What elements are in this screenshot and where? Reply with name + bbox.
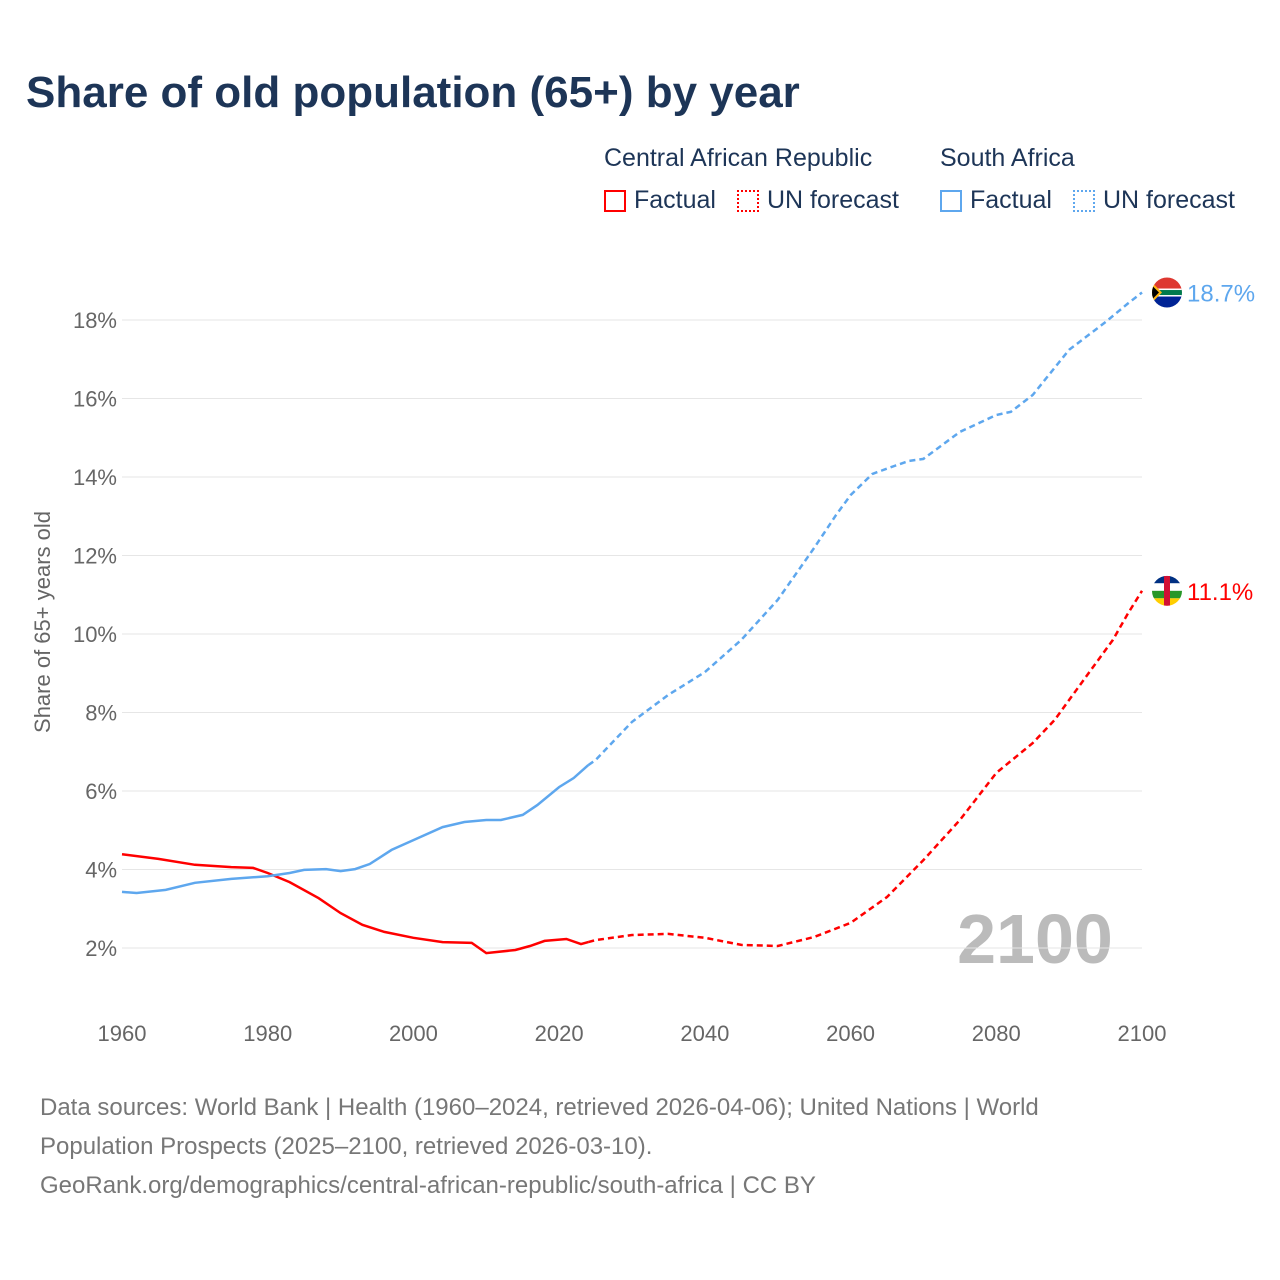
y-axis-label: Share of 65+ years old — [30, 511, 55, 733]
end-value-label: 11.1% — [1187, 579, 1253, 606]
x-tick-label: 1960 — [98, 1021, 147, 1046]
legend-group-sa: South Africa — [940, 144, 1075, 172]
end-value-label: 18.7% — [1187, 281, 1255, 308]
legend-sa-factual[interactable]: Factual — [940, 186, 1052, 215]
series-line-forecast — [587, 291, 1143, 767]
chart-title: Share of old population (65+) by year — [26, 68, 800, 117]
series-line-factual — [121, 852, 589, 955]
legend-label: Factual — [970, 186, 1052, 214]
series-line-forecast — [587, 590, 1144, 948]
y-tick-label: 2% — [85, 936, 117, 961]
south-africa-flag-icon — [1152, 277, 1182, 308]
legend-sa-forecast[interactable]: UN forecast — [1073, 186, 1235, 215]
legend-label: UN forecast — [1103, 186, 1235, 214]
legend-group-car: Central African Republic — [604, 144, 873, 172]
y-tick-label: 4% — [85, 858, 117, 883]
y-tick-label: 6% — [85, 779, 117, 804]
swatch-icon — [737, 190, 759, 212]
swatch-icon — [1073, 190, 1095, 212]
source-text: Data sources: World Bank | Health (1960–… — [40, 1094, 1039, 1121]
y-tick-label: 14% — [73, 465, 117, 490]
x-tick-label: 2020 — [535, 1021, 584, 1046]
year-watermark: 2100 — [957, 900, 1113, 978]
x-tick-label: 1980 — [243, 1021, 292, 1046]
legend-car-factual[interactable]: Factual — [604, 186, 716, 215]
y-tick-label: 12% — [73, 544, 117, 569]
x-tick-label: 2000 — [389, 1021, 438, 1046]
y-tick-label: 16% — [73, 387, 117, 412]
y-tick-label: 10% — [73, 622, 117, 647]
source-text: Population Prospects (2025–2100, retriev… — [40, 1133, 653, 1160]
x-tick-label: 2040 — [680, 1021, 729, 1046]
car-flag-icon — [1152, 575, 1182, 606]
y-tick-label: 8% — [85, 701, 117, 726]
x-tick-label: 2060 — [826, 1021, 875, 1046]
x-tick-label: 2100 — [1118, 1021, 1167, 1046]
footer: Data sources: World Bank | Health (1960–… — [40, 1088, 1039, 1205]
legend-label: Factual — [634, 186, 716, 214]
x-tick-label: 2080 — [972, 1021, 1021, 1046]
source-link[interactable]: GeoRank.org/demographics/central-african… — [40, 1172, 816, 1199]
legend-label: UN forecast — [767, 186, 899, 214]
swatch-icon — [940, 190, 962, 212]
legend-car-forecast[interactable]: UN forecast — [737, 186, 899, 215]
y-tick-label: 18% — [73, 308, 117, 333]
swatch-icon — [604, 190, 626, 212]
series-line-factual — [121, 764, 590, 895]
